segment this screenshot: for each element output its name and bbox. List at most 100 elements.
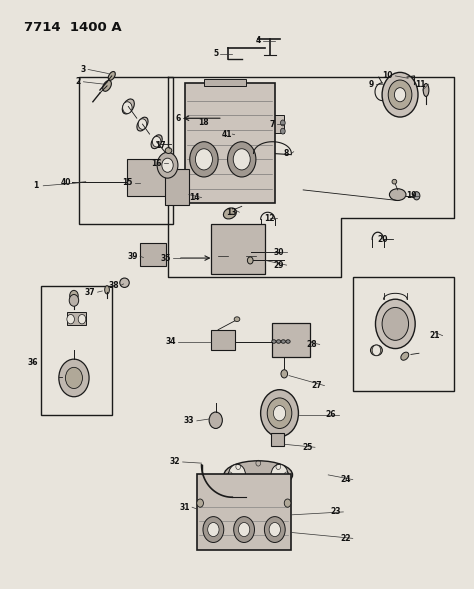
Bar (140, 243, 166, 266)
Circle shape (203, 517, 224, 542)
Circle shape (197, 499, 203, 507)
Circle shape (138, 119, 147, 130)
Text: 16: 16 (151, 159, 161, 168)
Circle shape (233, 149, 250, 170)
Text: 18: 18 (198, 118, 209, 127)
Circle shape (234, 517, 255, 542)
Circle shape (190, 142, 218, 177)
Circle shape (264, 120, 269, 126)
Bar (353, 277, 455, 392)
Text: 31: 31 (179, 503, 190, 512)
Circle shape (372, 345, 381, 356)
Text: 38: 38 (108, 280, 119, 290)
Bar (271, 433, 284, 446)
Circle shape (413, 191, 420, 200)
Bar (211, 224, 265, 274)
Circle shape (382, 307, 409, 340)
Circle shape (70, 290, 78, 301)
Ellipse shape (224, 461, 292, 489)
Circle shape (281, 120, 285, 126)
Text: 26: 26 (326, 411, 336, 419)
Ellipse shape (103, 81, 111, 91)
Circle shape (269, 522, 281, 537)
Circle shape (273, 406, 286, 421)
Text: 4: 4 (255, 36, 261, 45)
Ellipse shape (281, 340, 285, 343)
Text: 30: 30 (274, 248, 284, 257)
Bar (265, 115, 284, 133)
Text: 19: 19 (406, 191, 417, 200)
Text: 7714  1400 A: 7714 1400 A (24, 21, 122, 34)
Ellipse shape (272, 340, 276, 343)
Text: 27: 27 (311, 381, 322, 390)
Circle shape (281, 128, 285, 134)
Text: 24: 24 (340, 475, 350, 484)
Ellipse shape (276, 340, 281, 343)
Text: 5: 5 (213, 49, 218, 58)
Circle shape (209, 412, 222, 428)
Bar (185, 83, 275, 203)
Ellipse shape (223, 208, 237, 219)
Bar (273, 323, 310, 358)
Text: 34: 34 (165, 337, 175, 346)
Ellipse shape (390, 188, 406, 200)
Circle shape (267, 398, 292, 428)
Circle shape (78, 315, 86, 324)
Text: 29: 29 (274, 260, 284, 270)
Ellipse shape (234, 317, 240, 322)
Bar (197, 474, 292, 550)
Text: 9: 9 (369, 80, 374, 88)
Text: 14: 14 (189, 193, 199, 202)
Text: 32: 32 (170, 458, 180, 466)
Text: 25: 25 (302, 443, 313, 452)
Ellipse shape (286, 340, 290, 343)
Circle shape (228, 142, 256, 177)
Circle shape (264, 128, 269, 134)
Bar (128, 160, 172, 196)
Bar (79, 77, 173, 224)
Circle shape (271, 464, 288, 485)
Text: 37: 37 (84, 287, 95, 297)
Ellipse shape (227, 128, 237, 140)
Ellipse shape (108, 71, 115, 80)
Circle shape (123, 102, 132, 114)
Circle shape (375, 299, 415, 349)
Ellipse shape (371, 345, 383, 356)
Bar (41, 286, 112, 415)
Text: 7: 7 (269, 120, 275, 128)
Text: 3: 3 (81, 65, 86, 74)
Circle shape (59, 359, 89, 397)
Text: 12: 12 (264, 214, 275, 223)
Circle shape (153, 137, 161, 147)
Circle shape (394, 88, 406, 102)
Circle shape (162, 158, 173, 172)
Circle shape (228, 464, 246, 485)
Bar (67, 312, 86, 325)
Ellipse shape (105, 286, 109, 294)
Text: 1: 1 (33, 181, 38, 190)
Circle shape (261, 390, 299, 436)
Circle shape (208, 522, 219, 537)
Circle shape (247, 257, 253, 264)
Bar (165, 170, 189, 204)
Text: 33: 33 (184, 416, 194, 425)
Ellipse shape (163, 152, 169, 160)
Text: 23: 23 (330, 507, 341, 517)
Text: 17: 17 (155, 141, 166, 150)
Text: 40: 40 (61, 178, 72, 187)
Circle shape (388, 80, 412, 110)
Circle shape (238, 522, 250, 537)
Bar (204, 79, 246, 86)
Ellipse shape (201, 115, 212, 128)
Text: 20: 20 (378, 235, 388, 244)
Text: 6: 6 (175, 114, 180, 123)
Text: 8: 8 (283, 149, 289, 158)
Ellipse shape (137, 117, 148, 131)
Text: 39: 39 (127, 252, 138, 261)
Circle shape (281, 370, 288, 378)
Text: 28: 28 (307, 340, 318, 349)
Ellipse shape (165, 148, 172, 154)
Bar (211, 330, 235, 350)
Ellipse shape (120, 278, 129, 287)
Text: 41: 41 (222, 130, 232, 139)
